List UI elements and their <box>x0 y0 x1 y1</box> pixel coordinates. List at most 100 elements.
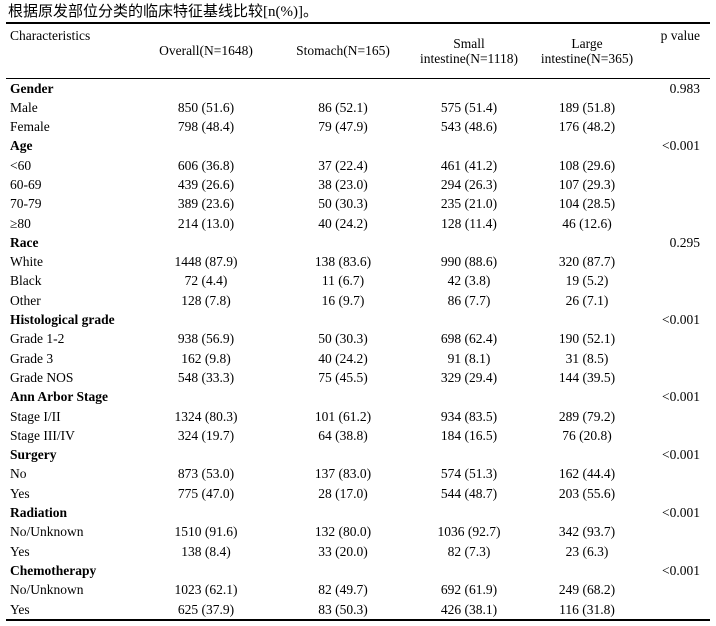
value-cell: 320 (87.7) <box>558 254 616 270</box>
section-name-cell: Age <box>10 138 33 154</box>
p-value-cell-empty <box>646 407 710 426</box>
row-label-cell: 60-69 <box>10 176 42 192</box>
value-cell: 64 (38.8) <box>318 427 368 443</box>
data-row: Grade 1-2 938 (56.9) 50 (30.3) 698 (62.4) 19… <box>6 329 710 348</box>
value-cell: 692 (61.9) <box>440 582 498 598</box>
value-cell: 108 (29.6) <box>558 157 616 173</box>
value-cell: 329 (29.4) <box>440 369 498 385</box>
section-header-row: Ann Arbor Stage <0.001 <box>6 387 710 406</box>
p-value-cell-empty <box>646 271 710 290</box>
row-label-cell: Other <box>10 292 41 308</box>
row-label-cell: Male <box>10 99 38 115</box>
section-header-row: Chemotherapy <0.001 <box>6 561 710 580</box>
section-name-cell: Chemotherapy <box>10 562 97 578</box>
value-cell: 162 (9.8) <box>181 350 231 366</box>
value-cell: 574 (51.3) <box>440 466 498 482</box>
value-cell: 144 (39.5) <box>558 369 616 385</box>
value-cell-empty <box>276 310 410 329</box>
value-cell: 11 (6.7) <box>321 273 365 289</box>
value-cell: 1324 (80.3) <box>174 408 238 424</box>
value-cell: 426 (38.1) <box>440 601 498 617</box>
row-label-cell: White <box>10 254 43 270</box>
data-row: Grade NOS 548 (33.3) 75 (45.5) 329 (29.4) 14… <box>6 368 710 387</box>
value-cell-empty <box>136 233 276 252</box>
value-cell-empty <box>136 561 276 580</box>
p-value-cell: <0.001 <box>662 447 700 463</box>
value-cell-empty <box>528 387 646 406</box>
value-cell-empty <box>528 78 646 98</box>
value-cell: 40 (24.2) <box>318 350 368 366</box>
value-cell: 1510 (91.6) <box>174 524 238 540</box>
col-header-p-value: p value <box>646 23 710 79</box>
col-header-characteristics: Characteristics <box>6 23 136 79</box>
p-value-cell-empty <box>646 117 710 136</box>
value-cell: 1448 (87.9) <box>174 254 238 270</box>
value-cell: 324 (19.7) <box>177 427 235 443</box>
value-cell-empty <box>410 561 528 580</box>
p-value-cell-empty <box>646 214 710 233</box>
value-cell: 82 (7.3) <box>447 543 491 559</box>
data-row: 70-79 389 (23.6) 50 (30.3) 235 (21.0) 104 (2… <box>6 194 710 213</box>
value-cell: 543 (48.6) <box>440 119 498 135</box>
value-cell: 138 (83.6) <box>314 254 372 270</box>
value-cell: 548 (33.3) <box>177 369 235 385</box>
row-label-cell: No <box>10 466 27 482</box>
data-row: White 1448 (87.9) 138 (83.6) 990 (88.6) 320 … <box>6 252 710 271</box>
p-value-cell-empty <box>646 156 710 175</box>
value-cell-empty <box>136 310 276 329</box>
row-label-cell: Stage III/IV <box>10 427 75 443</box>
p-value-cell-empty <box>646 484 710 503</box>
section-name-cell: Surgery <box>10 447 57 463</box>
value-cell: 50 (30.3) <box>318 331 368 347</box>
p-value-cell-empty <box>646 368 710 387</box>
data-row: Yes 625 (37.9) 83 (50.3) 426 (38.1) 116 (31.… <box>6 600 710 620</box>
value-cell-empty <box>136 136 276 155</box>
value-cell: 38 (23.0) <box>318 176 368 192</box>
value-cell-empty <box>528 503 646 522</box>
value-cell-empty <box>276 136 410 155</box>
value-cell: 775 (47.0) <box>177 485 235 501</box>
row-label-cell: Female <box>10 119 50 135</box>
data-row: Stage I/II 1324 (80.3) 101 (61.2) 934 (83.5… <box>6 407 710 426</box>
value-cell: 104 (28.5) <box>558 196 616 212</box>
section-header-row: Age <0.001 <box>6 136 710 155</box>
value-cell: 439 (26.6) <box>177 176 235 192</box>
value-cell: 72 (4.4) <box>184 273 228 289</box>
value-cell-empty <box>136 445 276 464</box>
value-cell: 91 (8.1) <box>447 350 491 366</box>
row-label-cell: Yes <box>10 485 30 501</box>
data-row: Stage III/IV 324 (19.7) 64 (38.8) 184 (16.5… <box>6 426 710 445</box>
p-value-cell: <0.001 <box>662 562 700 578</box>
p-value-cell-empty <box>646 329 710 348</box>
section-header-row: Radiation <0.001 <box>6 503 710 522</box>
data-row: Male 850 (51.6) 86 (52.1) 575 (51.4) 189 (51… <box>6 98 710 117</box>
row-label-cell: No/Unknown <box>10 582 84 598</box>
value-cell: 162 (44.4) <box>558 466 616 482</box>
value-cell: 28 (17.0) <box>318 485 368 501</box>
section-header-row: Surgery <0.001 <box>6 445 710 464</box>
value-cell: 214 (13.0) <box>177 215 235 231</box>
value-cell: 101 (61.2) <box>314 408 372 424</box>
table-caption: 根据原发部位分类的临床特征基线比较[n(%)]。 <box>8 4 318 20</box>
value-cell: 190 (52.1) <box>558 331 616 347</box>
data-row: Yes 138 (8.4) 33 (20.0) 82 (7.3) 23 (6.3) <box>6 542 710 561</box>
value-cell: 76 (20.8) <box>562 427 612 443</box>
value-cell-empty <box>276 78 410 98</box>
p-value-cell: <0.001 <box>662 138 700 154</box>
data-row: Other 128 (7.8) 16 (9.7) 86 (7.7) 26 (7.1) <box>6 291 710 310</box>
value-cell-empty <box>136 78 276 98</box>
value-cell: 137 (83.0) <box>314 466 372 482</box>
baseline-characteristics-table: Characteristics Overall(N=1648) Stomach(… <box>6 22 710 621</box>
value-cell: 116 (31.8) <box>559 601 615 617</box>
value-cell-empty <box>410 445 528 464</box>
p-value-cell-empty <box>646 349 710 368</box>
col-header-small-intestine: Small intestine(N=1118) <box>410 23 528 79</box>
p-value-cell: 0.295 <box>669 234 700 250</box>
value-cell-empty <box>528 561 646 580</box>
value-cell: 342 (93.7) <box>558 524 616 540</box>
value-cell: 16 (9.7) <box>321 292 365 308</box>
value-cell-empty <box>528 445 646 464</box>
value-cell: 50 (30.3) <box>318 196 368 212</box>
value-cell: 33 (20.0) <box>318 543 368 559</box>
p-value-cell-empty <box>646 291 710 310</box>
